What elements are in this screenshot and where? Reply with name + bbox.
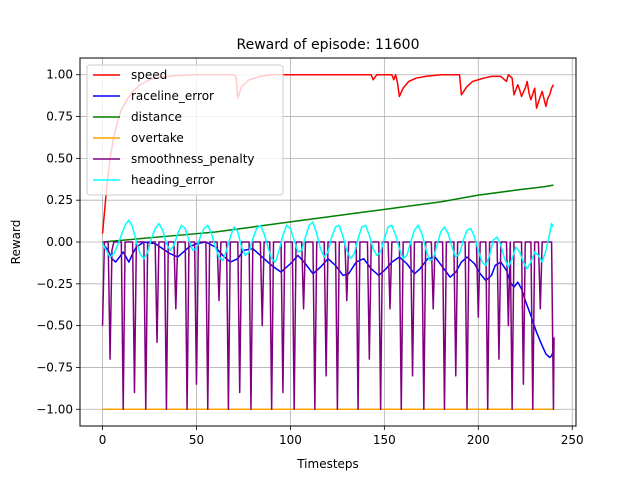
x-axis-label: Timesteps [296, 457, 359, 471]
chart-title: Reward of episode: 11600 [237, 37, 420, 53]
y-axis-label: Reward [9, 220, 23, 265]
axis-ticks: 0 50 100 150 200 250 −1.00 −0.75 −0.50 −0.25 0.00 0… [36, 68, 583, 447]
y-tick-label: 1.00 [46, 68, 73, 82]
y-tick-label: −0.75 [36, 360, 73, 374]
legend-label-raceline-error: raceline_error [131, 89, 214, 103]
legend-label-speed: speed [131, 68, 167, 82]
y-tick-label: −1.00 [36, 402, 73, 416]
y-tick-label: 0.75 [46, 110, 73, 124]
legend-label-distance: distance [131, 110, 182, 124]
y-tick-label: 0.00 [46, 235, 73, 249]
legend-label-heading-error: heading_error [131, 173, 215, 187]
x-tick-label: 150 [373, 433, 396, 447]
y-tick-label: −0.25 [36, 277, 73, 291]
series-line-smoothness-penalty [101, 241, 555, 411]
y-tick-label: −0.50 [36, 319, 73, 333]
x-tick-label: 200 [467, 433, 490, 447]
legend: speed raceline_error distance overtake smoot… [86, 64, 284, 196]
legend-label-smoothness-penalty: smoothness_penalty [131, 152, 255, 166]
x-tick-label: 50 [189, 433, 204, 447]
legend-label-overtake: overtake [131, 131, 184, 145]
y-tick-label: 0.50 [46, 151, 73, 165]
x-tick-label: 100 [279, 433, 302, 447]
legend-box [86, 64, 284, 196]
y-tick-label: 0.25 [46, 193, 73, 207]
x-tick-label: 250 [561, 433, 584, 447]
series-line-heading-error [101, 219, 555, 270]
series-line-distance [102, 184, 554, 243]
x-tick-label: 0 [99, 433, 107, 447]
